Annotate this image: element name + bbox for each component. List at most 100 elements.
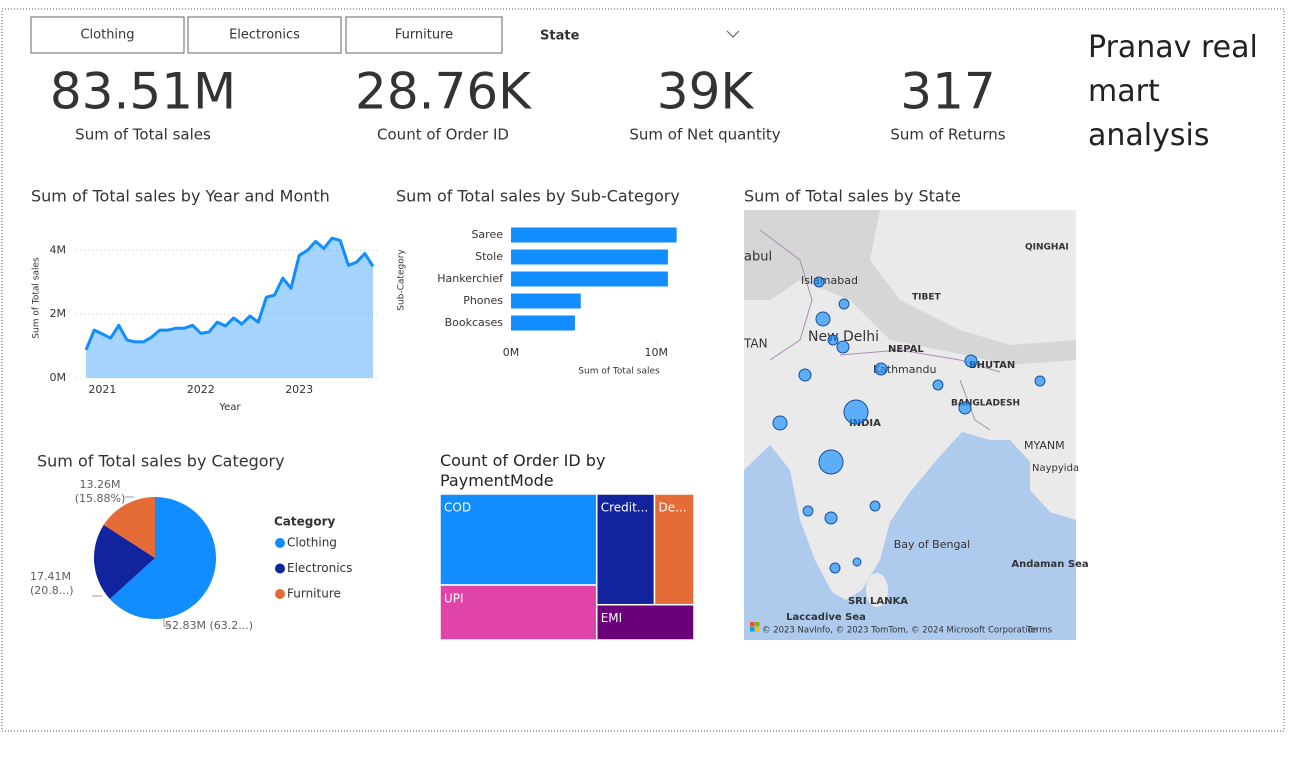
place-label: Bay of Bengal [894,538,970,551]
bar [511,249,668,265]
slicer-button-label[interactable]: Furniture [395,28,453,43]
tile-label: COD [444,501,471,515]
data-label: 52.83M (63.2...) [165,619,254,632]
place-label: NEPAL [888,344,924,355]
bubble [838,298,850,310]
ms-logo [755,627,760,632]
card-label: Sum of Total sales [75,126,211,144]
chart-title: Sum of Total sales by State [744,187,961,206]
bar [511,271,668,287]
bar [511,227,677,243]
bubble [815,311,831,327]
card-label: Sum of Returns [890,126,1005,144]
dropdown-label[interactable]: State [540,29,580,44]
place-label: INDIA [849,418,881,429]
y-tick-label: 2M [50,307,67,320]
y-tick-label: Hankerchief [437,272,504,285]
bubble [874,362,888,376]
place-label: SRI LANKA [848,596,908,607]
x-tick-label: 2022 [187,383,215,396]
tile-label: Credit... [601,501,649,515]
ms-logo [755,622,760,627]
treemap-tile [439,493,598,586]
line [84,236,375,351]
bubble [829,562,841,574]
place-label: Laccadive Sea [786,612,866,623]
bubble [772,415,788,431]
legend-label: Clothing [287,536,337,550]
card-value: 28.76K [355,63,532,121]
card-value: 83.51M [50,63,236,121]
y-axis-label: Sum of Total sales [32,257,42,339]
legend-marker [275,538,285,548]
treemap-tile [439,584,598,641]
x-tick-label: 10M [645,346,669,359]
bubble [836,340,850,354]
y-tick-label: Bookcases [445,316,504,329]
slicer-button[interactable] [30,16,185,54]
pie-slice [109,497,216,619]
card-label: Count of Order ID [377,126,509,144]
x-tick-label: 2021 [88,383,116,396]
place-label: BHUTAN [969,360,1015,371]
bubble [813,276,825,288]
card-value: 317 [900,63,995,121]
y-tick-label: 0M [50,371,67,384]
place-label: BANGLADESH [951,399,1020,409]
map-sea [744,432,1076,640]
slicer-button[interactable] [187,16,342,54]
chart-title: Sum of Total sales by Year and Month [31,187,330,206]
leader-line [163,618,170,627]
area [86,238,373,378]
x-axis-label: Year [218,402,241,413]
bubble [932,379,944,391]
chart-title: Count of Order ID by PaymentMode [440,451,606,490]
bubble [852,557,862,567]
bar [511,315,575,331]
pie-slice [103,497,155,558]
treemap-tile [653,493,695,606]
x-tick-label: 0M [503,346,520,359]
bubble [843,399,869,425]
chart-title: Sum of Total sales by Sub-Category [396,187,680,206]
place-label: TAN [743,337,768,351]
bubble [818,449,844,475]
place-label: Andaman Sea [1011,559,1088,570]
place-label: Islamabad [801,274,858,287]
place-label: TIBET [912,293,941,303]
map-attribution: © 2023 NavInfo, © 2023 TomTom, © 2024 Mi… [762,626,1038,636]
place-label: QINGHAI [1025,243,1069,253]
y-axis-label: Sub-Category [397,249,407,311]
chart-title: Sum of Total sales by Category [37,452,285,471]
legend-marker [275,589,285,599]
slicer-button[interactable] [345,16,503,54]
bubble [958,401,972,415]
x-axis-label: Sum of Total sales [578,367,660,377]
bubble [869,500,881,512]
bubble [964,354,978,368]
map-mountains [744,210,1076,365]
data-label: 17.41M (20.8...) [30,570,74,597]
map-borders [759,229,1001,431]
data-label: 13.26M (15.88%) [74,478,126,505]
dropdown-chevron[interactable] [726,30,740,38]
place-label: New Delhi [808,329,879,345]
map-terms[interactable]: Terms [1026,626,1053,636]
ms-logo [750,622,755,627]
bubble [1034,375,1046,387]
report-title: Pranav real mart analysis [1088,30,1258,153]
x-tick-label: 2023 [285,383,313,396]
bubble [802,505,814,517]
tile-label: De... [659,501,687,515]
y-tick-label: Saree [471,228,503,241]
slicer-button-label[interactable]: Clothing [80,28,134,43]
y-tick-label: Stole [475,250,503,263]
legend-marker [275,563,285,574]
ms-logo [750,627,755,632]
slicer-button-label[interactable]: Electronics [229,28,300,43]
map-island [866,573,888,607]
legend-title: Category [274,515,336,529]
bubble [827,334,839,346]
